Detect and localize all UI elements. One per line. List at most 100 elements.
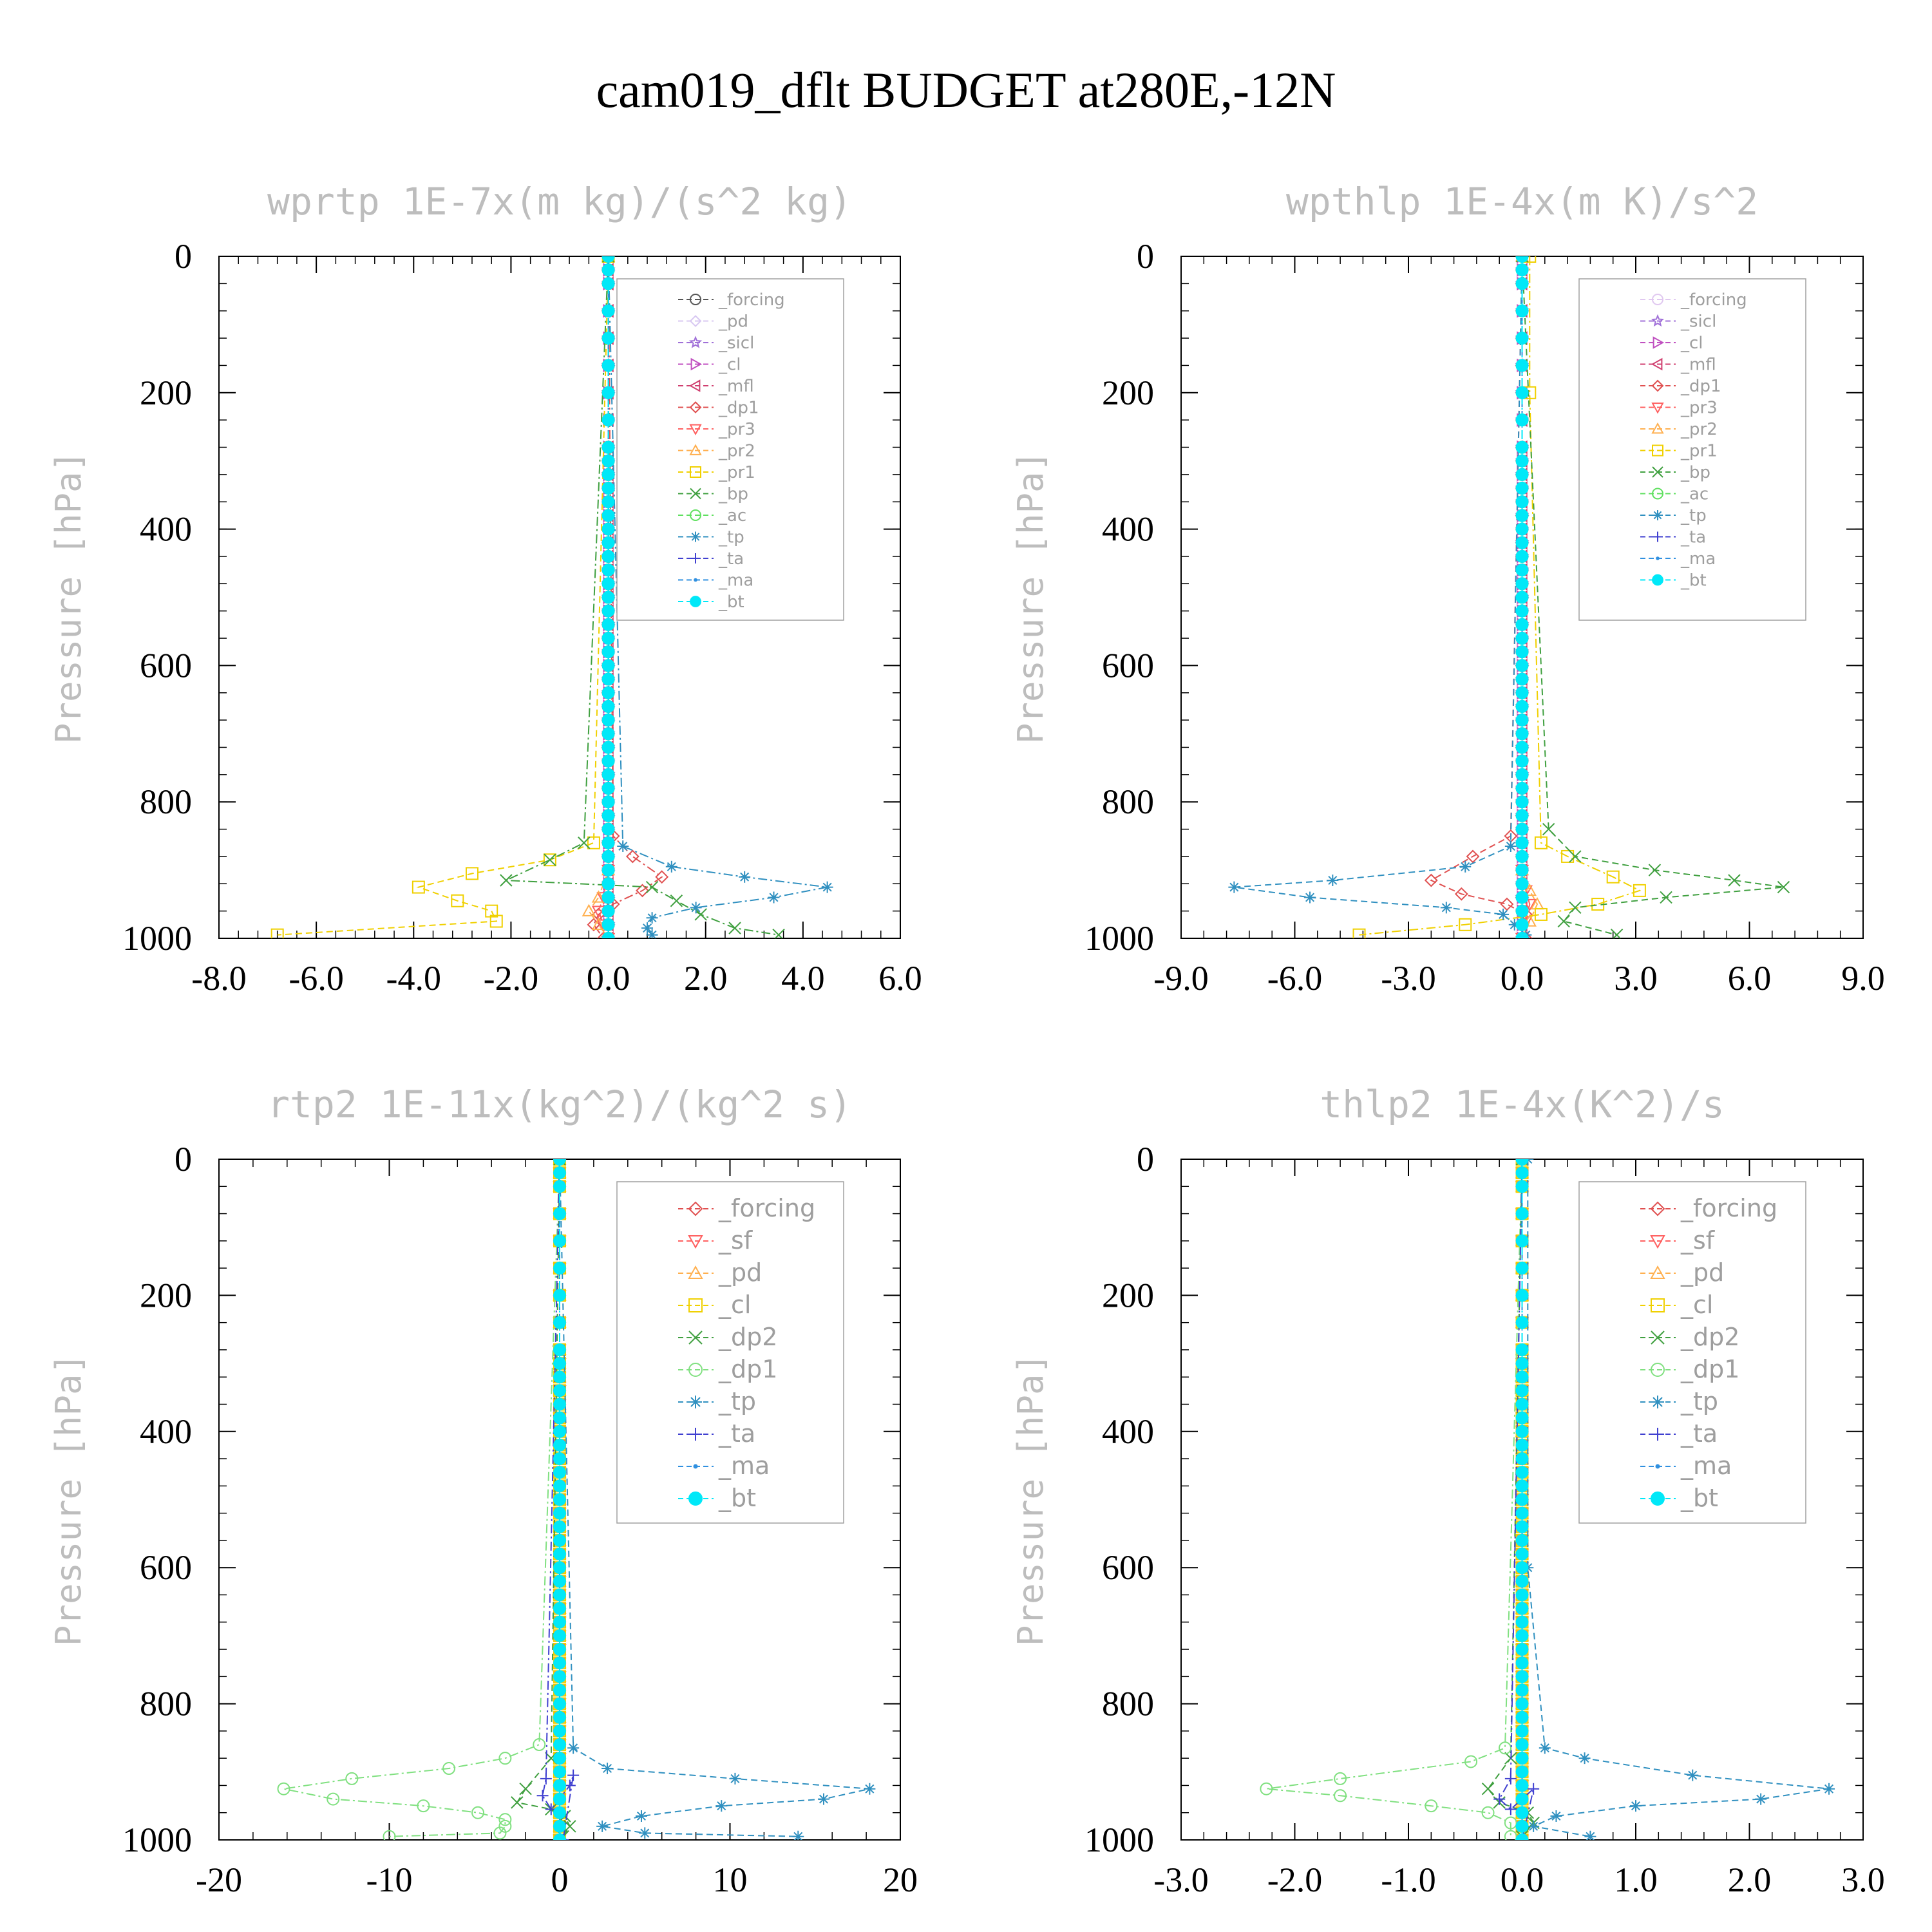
data-point <box>1515 1411 1529 1425</box>
legend-label: _bt <box>718 592 744 612</box>
series-bt <box>1515 1159 1529 1840</box>
data-point <box>1515 754 1529 768</box>
data-point <box>1466 849 1480 864</box>
plot-area <box>270 256 833 938</box>
legend-marker <box>1650 1201 1665 1217</box>
data-point <box>553 1159 566 1166</box>
data-point <box>553 1779 566 1792</box>
legend-marker <box>1651 422 1664 434</box>
legend-entry: _ma <box>1640 1452 1732 1480</box>
data-point <box>1515 1493 1529 1506</box>
data-point <box>1515 1615 1529 1629</box>
legend-marker <box>1650 1265 1665 1279</box>
legend-entry: _cl <box>678 355 741 375</box>
data-point <box>511 1796 524 1809</box>
legend-marker <box>1656 556 1660 560</box>
data-point <box>1352 928 1366 938</box>
data-point <box>1534 836 1548 849</box>
y-tick-label: 800 <box>140 1685 192 1723</box>
data-point <box>864 1783 876 1795</box>
data-point <box>601 359 615 372</box>
y-tick-label: 600 <box>1102 646 1154 685</box>
data-point <box>601 632 615 645</box>
legend-label: _pd <box>718 312 748 332</box>
data-point <box>1515 727 1529 741</box>
legend-entry: _sf <box>678 1226 753 1255</box>
series-pr1 <box>270 256 615 938</box>
data-point <box>1425 1799 1438 1813</box>
data-point <box>1515 1792 1529 1806</box>
data-point <box>1515 659 1529 672</box>
data-point <box>601 932 615 938</box>
data-point <box>1515 536 1529 549</box>
y-tick-label: 200 <box>1102 374 1154 412</box>
data-point <box>1515 1656 1529 1670</box>
legend-label: _dp1 <box>718 1355 777 1383</box>
x-tick-label: -9.0 <box>1153 959 1208 998</box>
y-tick-label: 400 <box>1102 1412 1154 1451</box>
x-tick-label: 6.0 <box>1728 959 1772 998</box>
data-point <box>601 256 615 263</box>
data-point <box>1327 874 1339 886</box>
data-point <box>1515 1806 1529 1819</box>
data-point <box>601 904 615 918</box>
legend-box <box>616 278 844 621</box>
x-tick-label: -3.0 <box>1153 1861 1208 1899</box>
legend-entry: _dp1 <box>1640 1355 1739 1383</box>
data-point <box>498 1752 512 1765</box>
legend-entry: _forcing <box>1640 290 1747 310</box>
data-point <box>1515 1289 1529 1302</box>
data-point <box>1515 1159 1529 1166</box>
data-point <box>1515 1479 1529 1493</box>
legend-entry: _dp1 <box>678 399 759 418</box>
legend-marker <box>1653 510 1663 520</box>
data-point <box>601 386 615 399</box>
legend-label: _bt <box>1680 1484 1718 1512</box>
x-tick-label: 9.0 <box>1841 959 1885 998</box>
data-point <box>1542 822 1555 836</box>
legend-label: _tp <box>1680 1387 1718 1416</box>
data-point <box>601 741 615 754</box>
data-point <box>601 550 615 563</box>
legend-entry: _ma <box>1640 549 1716 569</box>
legend-label: _tp <box>718 528 744 547</box>
legend-label: _cl <box>718 355 741 375</box>
legend-marker <box>1651 1363 1665 1377</box>
y-tick-label: 0 <box>175 237 192 276</box>
data-point <box>1515 1207 1529 1220</box>
x-tick-label: -4.0 <box>386 959 441 998</box>
data-point <box>553 1166 566 1180</box>
data-point <box>1228 881 1240 893</box>
data-point <box>1515 304 1529 317</box>
data-point <box>553 1561 566 1575</box>
legend-entry: _tp <box>1640 1387 1718 1416</box>
y-tick-label: 600 <box>140 1548 192 1587</box>
series-line <box>607 256 828 936</box>
data-point <box>553 1575 566 1588</box>
data-point <box>1515 359 1529 372</box>
data-point <box>553 1602 566 1615</box>
data-point <box>792 1830 804 1840</box>
data-point <box>553 1588 566 1602</box>
data-point <box>553 1493 566 1506</box>
y-tick-label: 400 <box>1102 510 1154 549</box>
data-point <box>1459 860 1472 873</box>
y-axis-label: Pressure [hPa] <box>48 451 89 744</box>
series-line <box>592 256 663 938</box>
data-point <box>383 1830 396 1840</box>
data-point <box>1561 849 1575 863</box>
data-point <box>1515 904 1529 918</box>
data-point <box>1515 932 1529 938</box>
data-point <box>1515 686 1529 699</box>
data-point <box>543 853 556 867</box>
legend-entry: _pr1 <box>678 463 755 482</box>
data-point <box>485 904 498 918</box>
data-point <box>601 672 615 686</box>
data-point <box>1481 1806 1495 1819</box>
legend-label: _pr1 <box>1680 442 1718 461</box>
legend-marker <box>694 578 697 582</box>
y-tick-label: 200 <box>140 374 192 412</box>
legend-label: _forcing <box>718 290 785 310</box>
legend-marker <box>689 1428 702 1441</box>
data-point <box>601 536 615 549</box>
